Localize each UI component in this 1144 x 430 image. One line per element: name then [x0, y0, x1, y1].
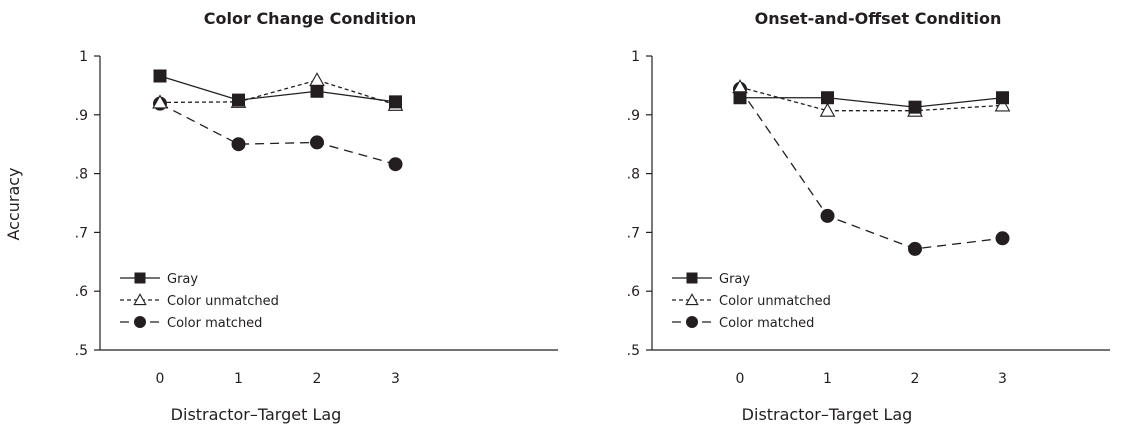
- legend: Gray Color unmatched Color matched: [672, 272, 831, 331]
- legend-label: Gray: [719, 272, 750, 287]
- x-axis-label: Distractor–Target Lag: [171, 405, 342, 424]
- legend-marker-circle: [134, 316, 146, 328]
- y-tick-label: 1: [79, 49, 88, 65]
- x-tick-label: 2: [313, 371, 322, 387]
- chart-title: Onset-and-Offset Condition: [755, 9, 1002, 28]
- series-line: [159, 75, 396, 103]
- data-point-circle: [310, 135, 324, 150]
- legend-marker-square: [134, 272, 146, 284]
- legend-label: Gray: [167, 272, 198, 287]
- series-line: [739, 88, 1003, 250]
- y-tick-label: 1: [631, 49, 640, 65]
- data-point-circle: [388, 157, 403, 172]
- x-tick-label: 0: [156, 371, 165, 387]
- y-tick-label: .9: [75, 108, 88, 124]
- y-tick-label: .9: [627, 108, 640, 124]
- x-tick-label: 1: [823, 371, 832, 387]
- y-tick-label: .6: [627, 284, 640, 300]
- panel-color-change: Color Change Condition Accuracy Distract…: [4, 9, 558, 424]
- data-point-circle: [231, 137, 246, 152]
- data-point-triangle: [994, 97, 1011, 112]
- x-tick-label: 0: [736, 371, 745, 387]
- data-point-square: [908, 100, 922, 114]
- data-point-square: [153, 69, 167, 83]
- data-point-square: [733, 91, 747, 105]
- data-point-circle: [820, 208, 835, 223]
- legend-marker-triangle: [133, 293, 147, 306]
- y-tick-label: .5: [75, 343, 88, 359]
- legend: Gray Color unmatched Color matched: [120, 272, 279, 331]
- data-point-square: [389, 95, 402, 109]
- legend-label: Color unmatched: [167, 294, 279, 309]
- data-point-triangle: [819, 102, 836, 117]
- legend-marker-triangle: [685, 293, 699, 306]
- y-tick-label: .5: [627, 343, 640, 359]
- series-line: [740, 97, 1003, 108]
- x-axis-label: Distractor–Target Lag: [742, 405, 913, 424]
- y-tick-label: .8: [75, 167, 88, 183]
- data-point-triangle: [152, 94, 168, 109]
- data-point-circle: [908, 241, 922, 256]
- series-line: [159, 103, 396, 165]
- data-point-square: [821, 91, 834, 105]
- panel-onset-offset: Onset-and-Offset Condition Distractor–Ta…: [627, 9, 1110, 424]
- series-layer: [152, 69, 404, 172]
- x-tick-label: 3: [391, 371, 400, 387]
- data-point-square: [232, 93, 245, 107]
- legend-label: Color unmatched: [719, 294, 831, 309]
- x-tick-label: 1: [234, 371, 243, 387]
- data-point-circle: [995, 231, 1010, 246]
- x-tick-label: 2: [911, 371, 920, 387]
- ticks: .5 .6 .7 .8 .9 1 0 1 2 3: [627, 49, 1007, 387]
- data-point-square: [996, 91, 1009, 105]
- chart-title: Color Change Condition: [204, 9, 416, 28]
- ticks: .5 .6 .7 .8 .9 1 0 1 2 3: [75, 49, 400, 387]
- legend-marker-square: [686, 272, 698, 284]
- y-tick-label: .8: [627, 167, 640, 183]
- series-line: [739, 86, 1003, 112]
- y-tick-label: .7: [75, 225, 88, 241]
- legend-marker-circle: [686, 316, 698, 328]
- legend-label: Color matched: [167, 316, 262, 331]
- legend-label: Color matched: [719, 316, 814, 331]
- series-line: [159, 79, 396, 106]
- x-tick-label: 3: [998, 371, 1007, 387]
- y-tick-label: .6: [75, 284, 88, 300]
- data-point-square: [310, 84, 324, 98]
- y-tick-label: .7: [627, 225, 640, 241]
- data-point-triangle: [309, 72, 325, 87]
- series-layer: [732, 79, 1011, 256]
- y-axis-label: Accuracy: [4, 167, 23, 240]
